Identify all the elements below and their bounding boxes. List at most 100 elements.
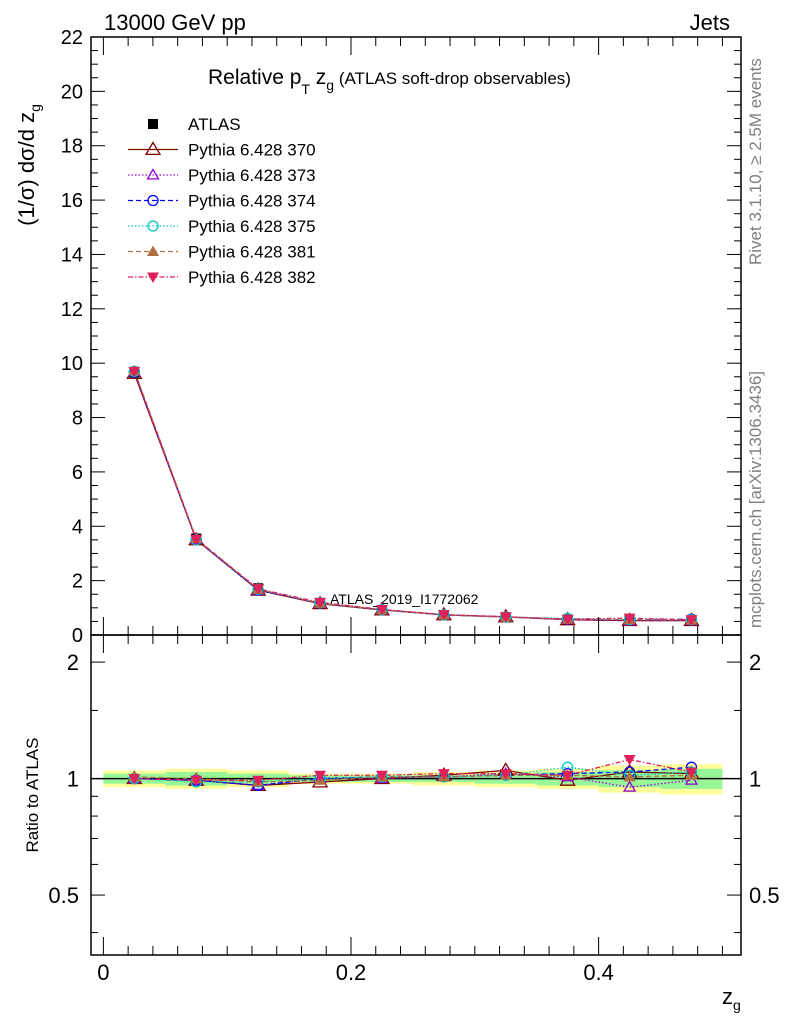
- ratio-y-tick-label-right: 2: [749, 650, 761, 675]
- main-y-tick-label: 12: [61, 299, 83, 321]
- legend-marker: [146, 168, 160, 180]
- x-axis-label-sub: g: [733, 997, 741, 1013]
- ratio-series-line: [134, 758, 692, 781]
- main-series-line: [133, 370, 692, 621]
- legend-item: Pythia 6.428 382: [128, 268, 316, 287]
- ratio-series-line: [134, 774, 692, 783]
- main-y-label-sub: g: [27, 104, 43, 112]
- main-series: [133, 371, 692, 621]
- main-y-tick-label: 18: [61, 136, 83, 158]
- x-axis-label-text: z: [722, 984, 733, 1009]
- ratio-series-point: [622, 780, 637, 792]
- header-right: Jets: [690, 10, 730, 35]
- legend-label: Pythia 6.428 374: [188, 192, 316, 211]
- ratio-y-tick-label-right: 0.5: [749, 883, 780, 908]
- main-series-point: [561, 614, 574, 626]
- plot-title: Relative pT zg (ATLAS soft-drop observab…: [208, 66, 571, 97]
- ratio-series-line: [134, 766, 692, 787]
- main-y-tick-label: 6: [72, 462, 83, 484]
- main-series-point: [128, 366, 141, 378]
- side-text-bottom: mcplots.cern.ch [arXiv:1306.3436]: [746, 371, 765, 628]
- ratio-y-tick-label: 1: [67, 767, 79, 792]
- header-left: 13000 GeV pp: [104, 10, 246, 35]
- main-series-line: [133, 371, 692, 622]
- ratio-series-point: [437, 769, 450, 780]
- plot-content: [91, 364, 741, 792]
- main-series-line: [133, 371, 692, 621]
- legend-label: ATLAS: [188, 115, 241, 134]
- ratio-series-point: [128, 774, 141, 785]
- ratio-series-point: [499, 769, 512, 780]
- legend-label: Pythia 6.428 382: [188, 268, 316, 287]
- main-series-point: [190, 534, 203, 546]
- ratio-y-tick-label: 2: [67, 650, 79, 675]
- main-y-tick-label: 22: [61, 27, 83, 49]
- main-y-tick-label: 16: [61, 190, 83, 212]
- ratio-y-tick-label: 0.5: [48, 883, 79, 908]
- legend-item: Pythia 6.428 373: [128, 166, 316, 185]
- x-tick-label: 0.4: [583, 960, 614, 985]
- main-y-tick-label: 20: [61, 81, 83, 103]
- legend-item: Pythia 6.428 370: [128, 141, 316, 160]
- main-series-point: [685, 615, 698, 626]
- main-series-line: [133, 371, 692, 621]
- side-text-top: Rivet 3.1.10, ≥ 2.5M events: [746, 58, 765, 265]
- ratio-series-point: [685, 767, 698, 778]
- legend-label: Pythia 6.428 373: [188, 166, 316, 185]
- main-series: [133, 371, 692, 621]
- ratio-y-tick-label-right: 1: [749, 767, 761, 792]
- title-tail: (ATLAS soft-drop observables): [334, 69, 571, 88]
- legend: ATLAS Pythia 6.428 370 Pythia 6.428 373 Pyt…: [128, 115, 316, 287]
- main-series: [133, 373, 692, 622]
- title-sub: T: [301, 81, 310, 97]
- main-y-label-text: (1/σ) dσ/d z: [14, 112, 39, 226]
- legend-marker: [147, 245, 159, 256]
- title-main: Relative p: [208, 66, 301, 89]
- legend-label: Pythia 6.428 381: [188, 243, 316, 262]
- main-series-point: [623, 613, 636, 625]
- main-series: [133, 371, 692, 622]
- main-y-tick-label: 8: [72, 408, 83, 430]
- ratio-series-point: [623, 755, 636, 766]
- main-series-point: [252, 584, 265, 595]
- main-series-line: [133, 371, 692, 621]
- main-series-line: [133, 373, 692, 622]
- ratio-frame: [90, 634, 742, 956]
- legend-item: Pythia 6.428 375: [128, 217, 316, 236]
- main-y-tick-label: 2: [72, 571, 83, 593]
- main-series-point: [375, 604, 388, 616]
- legend-marker: [147, 272, 159, 283]
- main-y-tick-label: 14: [61, 244, 83, 266]
- ratio-series-point: [190, 775, 203, 787]
- x-tick-label: 0: [97, 960, 109, 985]
- ratio-series-point: [561, 770, 574, 782]
- legend-item: Pythia 6.428 374: [128, 192, 316, 211]
- legend-item: Pythia 6.428 381: [128, 243, 316, 262]
- main-series-point: [437, 610, 450, 621]
- legend-marker: [147, 194, 159, 207]
- x-axis-label: zg: [722, 984, 741, 1013]
- main-series-point: [621, 612, 638, 627]
- legend-item: ATLAS: [148, 115, 241, 134]
- ratio-series-line: [134, 772, 692, 788]
- main-series-point: [314, 597, 327, 609]
- ratio-series-point: [623, 770, 636, 782]
- ratio-series-point: [314, 770, 327, 782]
- main-y-label: (1/σ) dσ/d zg: [14, 104, 43, 226]
- ratio-series-point: [252, 775, 265, 787]
- legend-marker: [148, 119, 158, 129]
- x-tick-label: 0.2: [336, 960, 367, 985]
- ratio-series-point: [375, 770, 388, 782]
- legend-marker: [147, 220, 159, 232]
- ratio-y-label: Ratio to ATLAS: [23, 738, 42, 853]
- main-series: [133, 370, 692, 621]
- title-sub2: g: [326, 77, 334, 93]
- main-y-tick-label: 0: [72, 625, 83, 647]
- legend-label: Pythia 6.428 370: [188, 141, 316, 160]
- main-series-point: [499, 612, 512, 623]
- legend-marker: [144, 141, 162, 156]
- legend-label: Pythia 6.428 375: [188, 217, 316, 236]
- main-y-tick-label: 4: [72, 516, 83, 538]
